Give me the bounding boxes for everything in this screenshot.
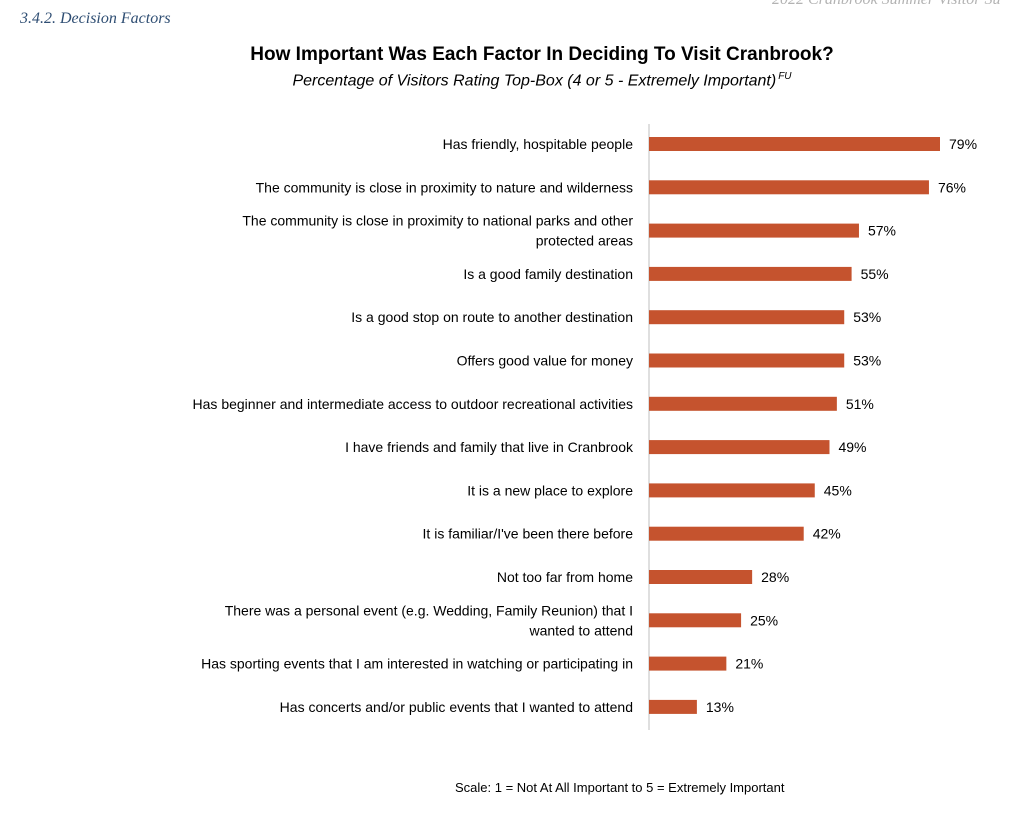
bar-9: [649, 526, 804, 541]
running-header: 2022 Cranbrook Summer Visitor Su: [772, 0, 1000, 9]
bar-12: [649, 656, 727, 671]
bar-13: [649, 699, 697, 714]
category-label-0: Has friendly, hospitable people: [443, 136, 634, 152]
category-label-9: It is familiar/I've been there before: [423, 526, 634, 542]
bar-4: [649, 310, 845, 325]
category-label-10-line-0: Not too far from home: [497, 569, 633, 585]
category-label-13: Has concerts and/or public events that I…: [280, 699, 633, 715]
category-label-3-line-0: Is a good family destination: [463, 266, 633, 282]
data-label-10: 28%: [761, 569, 789, 585]
category-label-7: I have friends and family that live in C…: [345, 439, 634, 455]
category-label-13-line-0: Has concerts and/or public events that I…: [280, 699, 633, 715]
data-label-3: 55%: [861, 266, 889, 282]
chart-title: How Important Was Each Factor In Decidin…: [250, 44, 834, 65]
bar-5: [649, 353, 845, 368]
bar-1: [649, 180, 929, 195]
data-label-0: 79%: [949, 136, 977, 152]
category-label-2-line-1: protected areas: [536, 233, 633, 249]
bar-3: [649, 266, 852, 281]
data-label-8: 45%: [824, 482, 852, 498]
category-label-1-line-0: The community is close in proximity to n…: [256, 179, 633, 195]
bar-2: [649, 223, 859, 238]
category-label-11-line-1: wanted to attend: [528, 622, 633, 638]
category-label-12-line-0: Has sporting events that I am interested…: [201, 656, 633, 672]
chart-subtitle-superscript: FU: [778, 71, 792, 82]
category-label-1: The community is close in proximity to n…: [256, 179, 633, 195]
category-label-11: There was a personal event (e.g. Wedding…: [225, 602, 633, 638]
bar-6: [649, 396, 837, 411]
category-label-5-line-0: Offers good value for money: [457, 353, 633, 369]
bar-0: [649, 137, 940, 151]
data-label-2: 57%: [868, 223, 896, 239]
data-label-1: 76%: [938, 179, 966, 195]
data-label-11: 25%: [750, 612, 778, 628]
category-label-2: The community is close in proximity to n…: [242, 213, 633, 249]
category-label-10: Not too far from home: [497, 569, 633, 585]
scale-note: Scale: 1 = Not At All Important to 5 = E…: [455, 780, 785, 795]
category-label-9-line-0: It is familiar/I've been there before: [423, 526, 634, 542]
bar-8: [649, 483, 815, 498]
bar-10: [649, 570, 753, 584]
category-label-4: Is a good stop on route to another desti…: [351, 309, 633, 325]
bar-11: [649, 613, 742, 628]
data-label-9: 42%: [813, 526, 841, 542]
category-label-8: It is a new place to explore: [467, 482, 633, 498]
category-label-12: Has sporting events that I am interested…: [201, 656, 633, 672]
data-label-6: 51%: [846, 396, 874, 412]
data-label-12: 21%: [735, 656, 763, 672]
category-label-5: Offers good value for money: [457, 353, 633, 369]
category-label-7-line-0: I have friends and family that live in C…: [345, 439, 634, 455]
category-label-11-line-0: There was a personal event (e.g. Wedding…: [225, 602, 633, 618]
bar-7: [649, 440, 830, 455]
category-label-8-line-0: It is a new place to explore: [467, 482, 633, 498]
section-heading: 3.4.2. Decision Factors: [20, 10, 171, 27]
data-label-4: 53%: [853, 309, 881, 325]
category-label-6-line-0: Has beginner and intermediate access to …: [193, 396, 633, 412]
data-label-7: 49%: [838, 439, 866, 455]
chart-subtitle-text: Percentage of Visitors Rating Top-Box (4…: [292, 72, 777, 90]
data-label-13: 13%: [706, 699, 734, 715]
category-label-3: Is a good family destination: [463, 266, 633, 282]
chart-subtitle: Percentage of Visitors Rating Top-Box (4…: [0, 71, 1036, 90]
category-label-2-line-0: The community is close in proximity to n…: [242, 213, 633, 229]
category-label-4-line-0: Is a good stop on route to another desti…: [351, 309, 633, 325]
data-label-5: 53%: [853, 353, 881, 369]
category-label-0-line-0: Has friendly, hospitable people: [443, 136, 634, 152]
category-label-6: Has beginner and intermediate access to …: [193, 396, 633, 412]
